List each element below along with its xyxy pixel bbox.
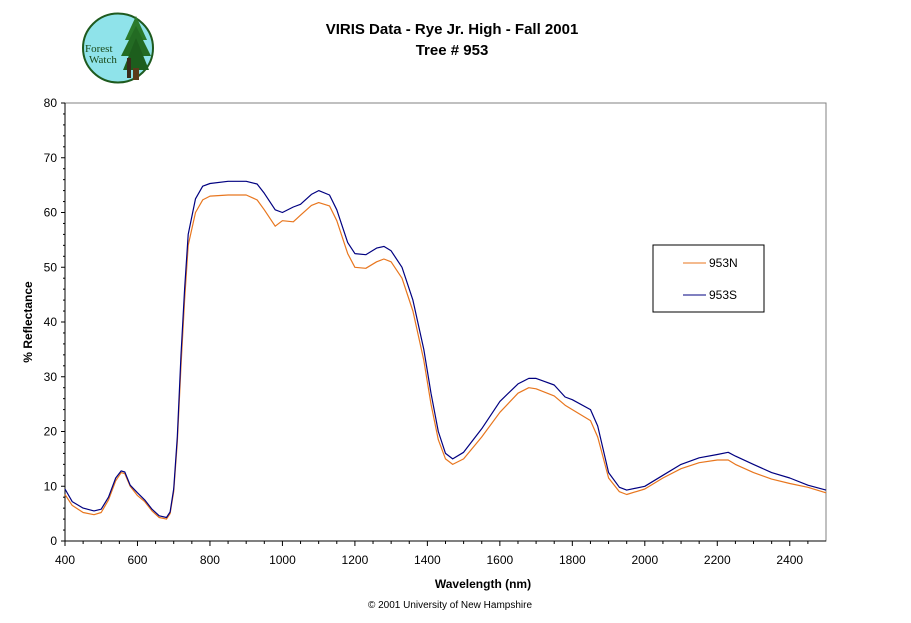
- x-tick-label: 1400: [414, 553, 441, 567]
- x-axis-title: Wavelength (nm): [435, 577, 531, 591]
- y-tick-label: 60: [44, 206, 58, 220]
- y-tick-label: 20: [44, 425, 58, 439]
- series-line-953n: [64, 194, 827, 520]
- legend-label-953s: 953S: [709, 288, 737, 302]
- y-tick-label: 30: [44, 370, 58, 384]
- forest-watch-logo: Forest Watch: [82, 12, 154, 84]
- copyright-footer: © 2001 University of New Hampshire: [367, 600, 533, 611]
- series-line-953s: [64, 180, 827, 519]
- axes: 0 10 20 30 40 50 60 70 80 400 600 800 1000 1200 1400 16…: [44, 96, 826, 567]
- y-tick-label: 70: [44, 151, 58, 165]
- y-tick-label: 80: [44, 96, 58, 110]
- x-tick-label: 2200: [704, 553, 731, 567]
- logo-text-line2: Watch: [89, 54, 117, 66]
- plot-area: [64, 102, 827, 542]
- logo-text-line1: Forest: [85, 43, 113, 55]
- x-tick-label: 1600: [487, 553, 514, 567]
- x-tick-label: 2000: [631, 553, 658, 567]
- series-layer: [64, 180, 827, 520]
- x-tick-label: 800: [200, 553, 220, 567]
- x-tick-label: 1000: [269, 553, 296, 567]
- x-tick-label: 1800: [559, 553, 586, 567]
- x-tick-label: 2400: [776, 553, 803, 567]
- y-tick-label: 10: [44, 479, 58, 493]
- legend: 953N 953S: [652, 244, 765, 313]
- chart-title: VIRIS Data - Rye Jr. High - Fall 2001: [325, 21, 579, 38]
- chart-subtitle: Tree # 953: [415, 42, 489, 59]
- x-tick-label: 400: [55, 553, 75, 567]
- legend-box: [652, 244, 765, 313]
- x-tick-label: 600: [127, 553, 147, 567]
- legend-label-953n: 953N: [709, 256, 738, 270]
- y-axis-title: % Reflectance: [21, 281, 35, 363]
- y-tick-label: 40: [44, 315, 58, 329]
- y-tick-label: 50: [44, 260, 58, 274]
- y-tick-label: 0: [50, 534, 57, 548]
- x-tick-label: 1200: [342, 553, 369, 567]
